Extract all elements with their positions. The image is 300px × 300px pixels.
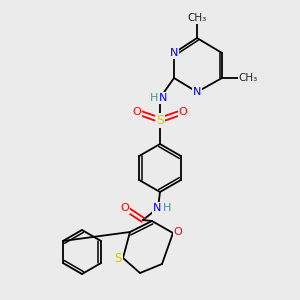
Text: O: O	[178, 107, 188, 117]
Text: O: O	[174, 227, 182, 237]
Text: H: H	[163, 203, 171, 213]
Text: N: N	[170, 48, 178, 58]
Text: CH₃: CH₃	[188, 13, 207, 23]
Text: S: S	[114, 253, 122, 266]
Text: S: S	[156, 113, 164, 127]
Text: H: H	[150, 93, 158, 103]
Text: N: N	[159, 93, 167, 103]
Text: O: O	[133, 107, 141, 117]
Text: N: N	[153, 203, 161, 213]
Text: O: O	[121, 203, 129, 213]
Text: CH₃: CH₃	[238, 73, 258, 83]
Text: N: N	[193, 87, 201, 97]
